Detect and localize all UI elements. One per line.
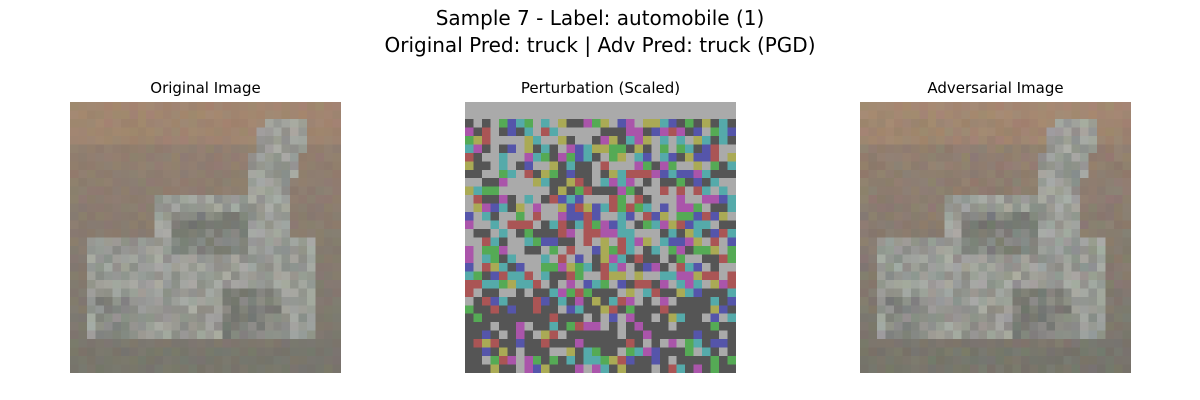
panel-title-perturbation: Perturbation (Scaled) <box>520 79 681 97</box>
figure-title-line-1: Sample 7 - Label: automobile (1) <box>435 6 765 30</box>
perturbation-image <box>465 102 736 373</box>
figure-title-line-2: Original Pred: truck | Adv Pred: truck (… <box>384 33 816 57</box>
panel-adversarial: Adversarial Image <box>860 78 1131 373</box>
panel-original: Original Image <box>70 78 341 373</box>
panel-title-adversarial: Adversarial Image <box>927 79 1064 97</box>
panel-title-original: Original Image <box>150 79 261 97</box>
adversarial-image <box>860 102 1131 373</box>
original-image <box>70 102 341 373</box>
panel-perturbation: Perturbation (Scaled) <box>465 78 736 373</box>
